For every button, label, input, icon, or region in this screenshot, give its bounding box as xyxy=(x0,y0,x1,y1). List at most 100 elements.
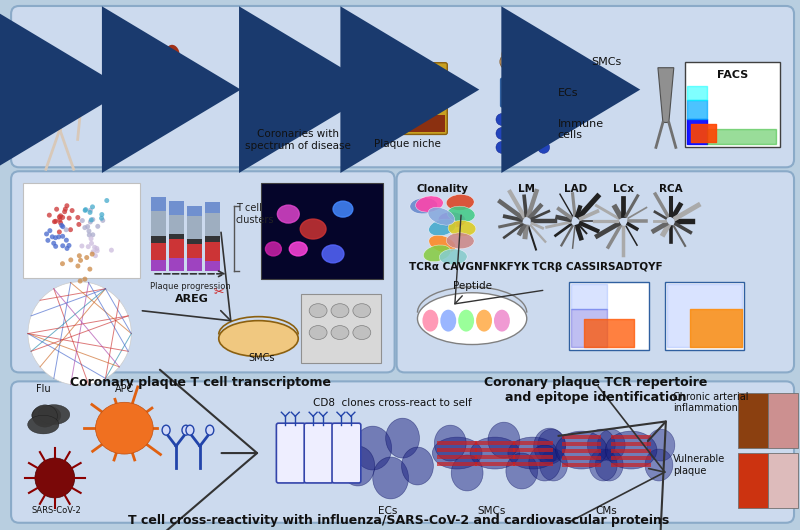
Ellipse shape xyxy=(182,425,190,435)
Circle shape xyxy=(82,225,87,230)
Ellipse shape xyxy=(426,81,434,89)
Ellipse shape xyxy=(33,405,58,427)
Ellipse shape xyxy=(287,70,309,104)
Circle shape xyxy=(496,142,508,153)
Bar xyxy=(562,435,602,439)
Circle shape xyxy=(89,217,94,223)
Circle shape xyxy=(60,224,66,229)
Bar xyxy=(611,449,651,453)
Circle shape xyxy=(553,49,565,61)
Circle shape xyxy=(35,458,74,498)
Bar xyxy=(513,462,553,466)
Ellipse shape xyxy=(451,455,483,491)
Bar xyxy=(475,455,515,459)
Circle shape xyxy=(65,246,70,251)
Bar xyxy=(151,260,166,271)
Ellipse shape xyxy=(428,207,454,225)
Bar xyxy=(151,211,166,236)
Circle shape xyxy=(510,142,522,153)
Ellipse shape xyxy=(333,201,353,217)
Circle shape xyxy=(58,220,63,225)
Circle shape xyxy=(58,217,62,222)
Bar xyxy=(438,462,477,466)
Text: Coronaries with
spectrum of disease: Coronaries with spectrum of disease xyxy=(246,129,351,151)
Ellipse shape xyxy=(476,310,492,332)
FancyBboxPatch shape xyxy=(665,282,744,349)
Bar xyxy=(169,234,184,238)
Circle shape xyxy=(57,229,62,234)
Text: Plaque niche: Plaque niche xyxy=(374,139,441,149)
Bar xyxy=(169,258,184,271)
Text: ECs: ECs xyxy=(378,506,398,516)
Circle shape xyxy=(99,216,104,220)
Bar xyxy=(562,463,602,467)
Ellipse shape xyxy=(447,206,475,222)
Ellipse shape xyxy=(266,242,282,256)
Text: Peptide: Peptide xyxy=(453,281,492,291)
Bar xyxy=(205,202,220,213)
Ellipse shape xyxy=(309,304,327,317)
Ellipse shape xyxy=(402,447,434,485)
Bar xyxy=(205,236,220,242)
Text: ✂: ✂ xyxy=(214,286,224,299)
Ellipse shape xyxy=(529,445,561,481)
Circle shape xyxy=(524,127,536,139)
Bar xyxy=(611,456,651,460)
Circle shape xyxy=(60,234,65,239)
Ellipse shape xyxy=(494,310,510,332)
Polygon shape xyxy=(148,90,196,122)
Bar xyxy=(205,261,220,271)
Circle shape xyxy=(89,241,94,246)
Ellipse shape xyxy=(470,437,520,469)
Circle shape xyxy=(94,246,99,251)
FancyBboxPatch shape xyxy=(11,382,794,523)
Circle shape xyxy=(526,49,538,61)
Ellipse shape xyxy=(353,325,370,340)
Circle shape xyxy=(109,248,114,253)
Circle shape xyxy=(70,208,74,213)
Bar xyxy=(438,441,477,445)
Circle shape xyxy=(51,241,56,246)
Bar xyxy=(438,448,477,452)
Text: Plaque progression: Plaque progression xyxy=(150,282,230,291)
Text: Coronary plaque TCR repertoire
and epitope identification: Coronary plaque TCR repertoire and epito… xyxy=(484,376,707,404)
FancyBboxPatch shape xyxy=(768,453,798,508)
Ellipse shape xyxy=(410,91,422,100)
Circle shape xyxy=(86,244,90,249)
Circle shape xyxy=(88,219,93,224)
Circle shape xyxy=(60,261,65,266)
Bar xyxy=(475,441,515,445)
Bar xyxy=(151,236,166,243)
Ellipse shape xyxy=(538,429,566,461)
Ellipse shape xyxy=(162,425,170,435)
Text: FACS: FACS xyxy=(717,70,748,80)
FancyBboxPatch shape xyxy=(304,423,333,483)
Ellipse shape xyxy=(386,418,419,458)
FancyBboxPatch shape xyxy=(526,78,550,107)
Bar xyxy=(513,448,553,452)
Circle shape xyxy=(514,49,526,61)
Ellipse shape xyxy=(422,310,438,332)
Ellipse shape xyxy=(278,205,299,223)
Text: SMCs: SMCs xyxy=(248,354,274,364)
Text: LCx: LCx xyxy=(613,184,634,194)
Circle shape xyxy=(47,228,52,233)
Ellipse shape xyxy=(382,100,390,108)
Bar xyxy=(475,448,515,452)
Circle shape xyxy=(64,227,69,232)
Ellipse shape xyxy=(595,449,623,481)
Circle shape xyxy=(44,232,49,236)
Circle shape xyxy=(501,49,513,61)
FancyBboxPatch shape xyxy=(738,393,768,448)
FancyBboxPatch shape xyxy=(768,393,798,448)
Text: T cell
clusters: T cell clusters xyxy=(236,204,274,225)
Ellipse shape xyxy=(540,449,567,481)
Bar xyxy=(205,213,220,236)
Circle shape xyxy=(496,127,508,139)
Circle shape xyxy=(65,203,70,208)
Bar xyxy=(169,238,184,258)
Ellipse shape xyxy=(606,431,657,469)
Polygon shape xyxy=(658,68,674,122)
FancyBboxPatch shape xyxy=(11,171,394,373)
Circle shape xyxy=(100,218,106,223)
